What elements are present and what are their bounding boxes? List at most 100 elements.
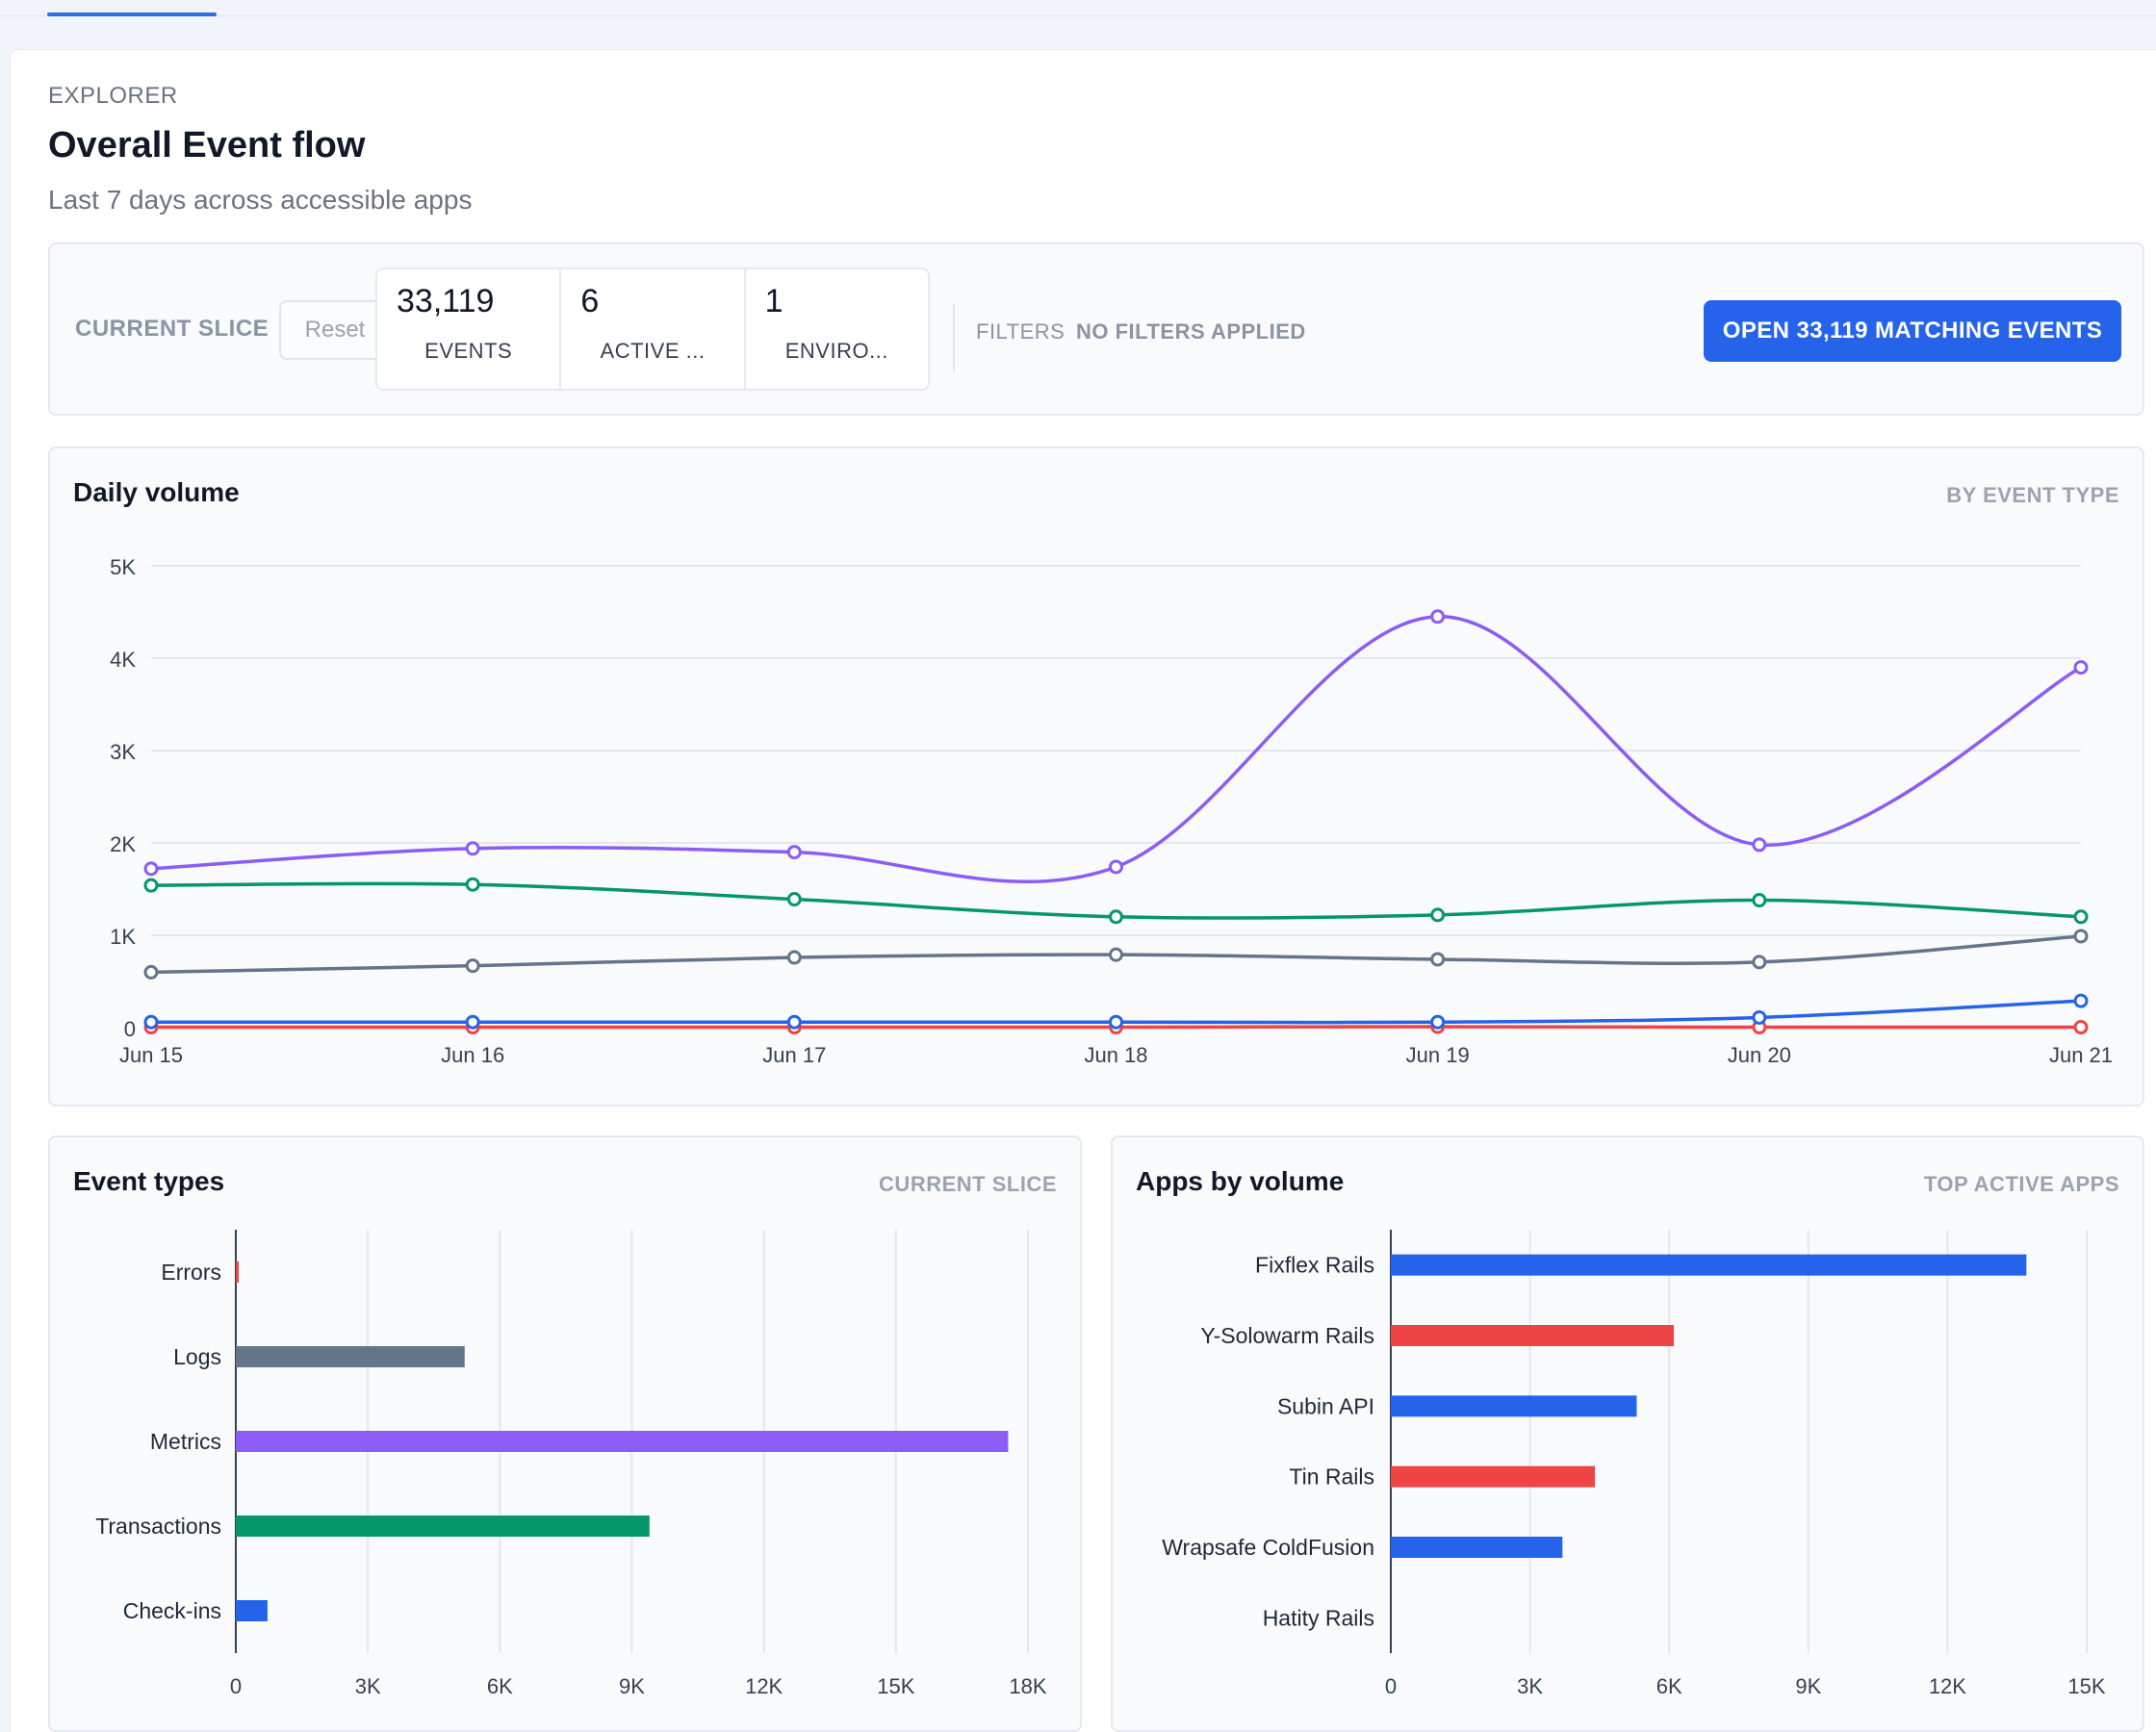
stat-environments-label: ENVIRO... bbox=[784, 339, 888, 363]
x-tick-label: 6K bbox=[487, 1674, 513, 1698]
category-label: Check-ins bbox=[123, 1598, 221, 1623]
filters-value: NO FILTERS APPLIED bbox=[1076, 319, 1306, 344]
x-tick-label: 3K bbox=[355, 1674, 381, 1698]
top-tab-bar bbox=[0, 0, 2156, 16]
bar bbox=[236, 1346, 465, 1367]
data-point bbox=[2073, 909, 2089, 925]
bar bbox=[1391, 1465, 1596, 1488]
current-slice-panel: CURRENT SLICE Reset 33,119 EVENTS 6 ACTI… bbox=[48, 242, 2144, 416]
y-tick-label: 1K bbox=[110, 925, 136, 949]
data-point bbox=[2073, 993, 2089, 1008]
data-point bbox=[1109, 859, 1123, 875]
bar bbox=[1391, 1325, 1675, 1346]
stat-environments-value: 1 bbox=[764, 283, 783, 319]
data-point bbox=[1430, 907, 1446, 923]
x-tick-label: Jun 20 bbox=[1728, 1043, 1791, 1067]
x-tick-label: 9K bbox=[619, 1674, 645, 1698]
bar bbox=[1391, 1537, 1563, 1558]
open-matching-events-button[interactable]: OPEN 33,119 MATCHING EVENTS bbox=[1704, 300, 2121, 362]
stat-active[interactable]: 6 ACTIVE ... bbox=[561, 269, 746, 389]
data-point bbox=[143, 878, 159, 893]
category-label: Wrapsafe ColdFusion bbox=[1162, 1535, 1374, 1560]
data-point bbox=[143, 964, 159, 980]
page-title: Overall Event flow bbox=[48, 125, 366, 166]
data-point bbox=[1430, 952, 1446, 967]
data-point bbox=[786, 1014, 802, 1030]
data-point bbox=[465, 1014, 480, 1030]
data-point bbox=[2073, 929, 2089, 944]
data-point bbox=[1109, 1014, 1123, 1030]
slice-stats: 33,119 EVENTS 6 ACTIVE ... 1 ENVIRO... bbox=[375, 267, 930, 391]
x-tick-label: Jun 15 bbox=[119, 1043, 183, 1067]
category-label: Hatity Rails bbox=[1263, 1605, 1374, 1630]
x-tick-label: 9K bbox=[1795, 1674, 1821, 1698]
apps-volume-title: Apps by volume bbox=[1136, 1166, 1345, 1196]
data-point bbox=[786, 950, 802, 965]
y-tick-label: 2K bbox=[110, 832, 136, 856]
x-tick-label: 18K bbox=[1009, 1674, 1046, 1698]
stat-active-label: ACTIVE ... bbox=[600, 339, 706, 363]
data-point bbox=[465, 958, 480, 974]
category-label: Logs bbox=[173, 1344, 221, 1369]
data-point bbox=[465, 877, 480, 892]
data-point bbox=[786, 845, 802, 860]
x-tick-label: Jun 16 bbox=[441, 1043, 504, 1067]
y-tick-label: 0 bbox=[124, 1017, 136, 1041]
data-point bbox=[1109, 909, 1123, 925]
category-label: Y-Solowarm Rails bbox=[1200, 1323, 1374, 1348]
slice-divider bbox=[953, 304, 955, 371]
bar bbox=[236, 1600, 268, 1621]
page-eyebrow: EXPLORER bbox=[48, 83, 178, 109]
x-tick-label: 6K bbox=[1656, 1674, 1682, 1698]
x-tick-label: 3K bbox=[1517, 1674, 1543, 1698]
bar bbox=[236, 1261, 239, 1283]
daily-volume-panel: Daily volume BY EVENT TYPE 0 1K 2K 3K 4K 5K Ju… bbox=[48, 446, 2144, 1107]
current-slice-label: CURRENT SLICE bbox=[75, 316, 270, 342]
x-tick-label: 15K bbox=[877, 1674, 914, 1698]
x-tick-label: Jun 21 bbox=[2049, 1043, 2113, 1067]
page-subtitle: Last 7 days across accessible apps bbox=[48, 185, 473, 215]
daily-volume-title: Daily volume bbox=[73, 477, 240, 507]
data-point bbox=[1752, 893, 1767, 908]
stat-events[interactable]: 33,119 EVENTS bbox=[377, 269, 562, 389]
apps-volume-chart: 0 3K 6K 9K 12K 15K Fixflex Rails Y-Solowarm Rai… bbox=[1162, 1230, 2106, 1698]
series-line bbox=[150, 615, 2082, 884]
bar bbox=[236, 1516, 650, 1537]
filters-label: FILTERS bbox=[976, 319, 1065, 344]
data-point bbox=[143, 861, 159, 877]
data-point bbox=[1430, 1014, 1446, 1030]
data-point bbox=[2073, 1020, 2089, 1035]
x-tick-label: 0 bbox=[230, 1674, 242, 1698]
data-point bbox=[2073, 660, 2089, 675]
event-types-chart: 0 3K 6K 9K 12K 15K 18K Errors Logs Metrics Transac… bbox=[95, 1230, 1047, 1698]
bar bbox=[1391, 1254, 2027, 1276]
reset-button[interactable]: Reset bbox=[279, 300, 391, 360]
stat-events-value: 33,119 bbox=[397, 283, 495, 319]
y-tick-label: 4K bbox=[110, 648, 136, 672]
x-tick-label: Jun 18 bbox=[1084, 1043, 1147, 1067]
stat-events-label: EVENTS bbox=[424, 339, 513, 363]
stat-environments[interactable]: 1 ENVIRO... bbox=[746, 269, 928, 389]
category-label: Tin Rails bbox=[1289, 1465, 1374, 1490]
data-point bbox=[1430, 609, 1446, 624]
data-point bbox=[465, 841, 480, 856]
event-types-panel: Event types CURRENT SLICE 0 3K 6K 9K 12K 15K 1… bbox=[48, 1135, 1082, 1732]
x-tick-label: 0 bbox=[1385, 1674, 1397, 1698]
data-point bbox=[143, 1014, 159, 1030]
apps-volume-tag: TOP ACTIVE APPS bbox=[1923, 1172, 2119, 1196]
event-types-title: Event types bbox=[73, 1166, 225, 1196]
event-types-tag: CURRENT SLICE bbox=[879, 1172, 1057, 1196]
y-tick-label: 5K bbox=[110, 555, 136, 579]
data-point bbox=[1109, 947, 1123, 962]
bar bbox=[236, 1431, 1009, 1452]
x-tick-label: 12K bbox=[745, 1674, 783, 1698]
category-label: Subin API bbox=[1277, 1393, 1374, 1418]
data-point bbox=[1752, 1009, 1767, 1025]
x-tick-label: 15K bbox=[2067, 1674, 2105, 1698]
y-tick-label: 3K bbox=[110, 740, 136, 764]
active-tab-indicator[interactable] bbox=[47, 13, 217, 16]
category-label: Errors bbox=[161, 1260, 221, 1285]
stat-active-value: 6 bbox=[580, 283, 600, 319]
x-tick-label: Jun 17 bbox=[762, 1043, 826, 1067]
data-point bbox=[1752, 837, 1767, 853]
